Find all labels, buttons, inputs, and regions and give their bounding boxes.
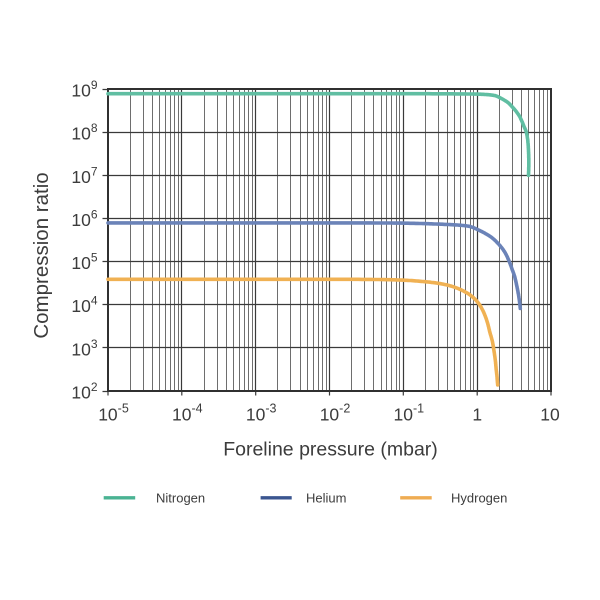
svg-text:10: 10 bbox=[540, 405, 560, 425]
svg-text:Helium: Helium bbox=[306, 491, 346, 506]
svg-text:Nitrogen: Nitrogen bbox=[156, 491, 205, 506]
svg-text:Compression ratio: Compression ratio bbox=[30, 172, 53, 338]
svg-text:1: 1 bbox=[472, 405, 482, 425]
svg-text:Foreline pressure (mbar): Foreline pressure (mbar) bbox=[223, 439, 438, 461]
svg-text:Hydrogen: Hydrogen bbox=[451, 491, 507, 506]
